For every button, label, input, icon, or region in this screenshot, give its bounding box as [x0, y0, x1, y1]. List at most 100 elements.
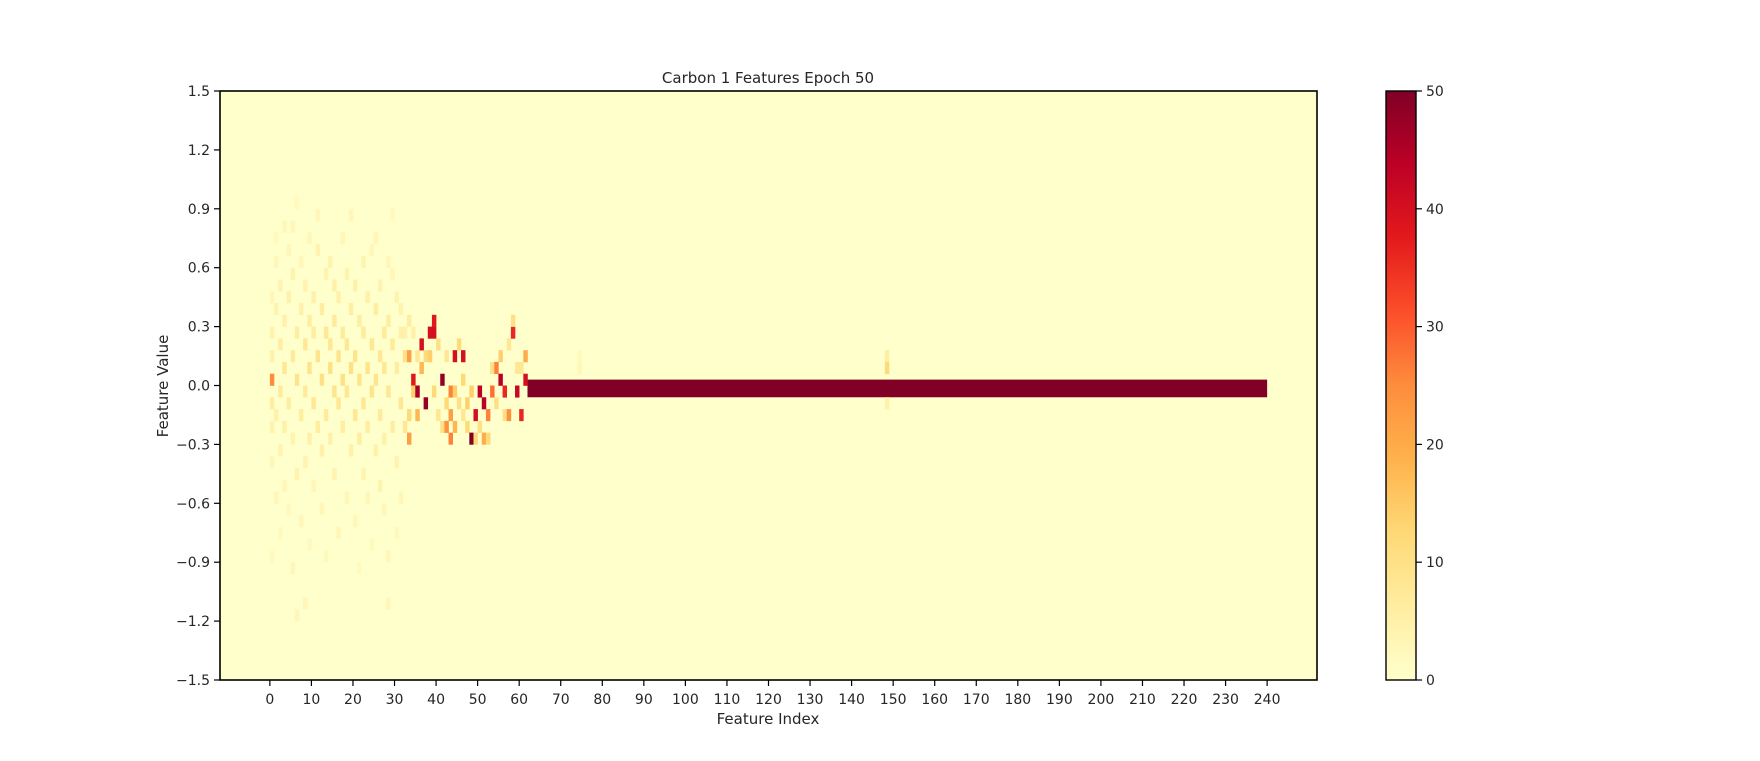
heatmap-cell	[406, 314, 412, 327]
heatmap-cell	[382, 361, 387, 375]
heatmap-cell	[884, 361, 890, 375]
heatmap-cell	[294, 609, 300, 622]
colorbar-tick-label: 40	[1426, 202, 1444, 218]
heatmap-cell	[344, 338, 350, 351]
heatmap-cell	[481, 432, 487, 445]
x-tick-label: 150	[880, 692, 907, 708]
heatmap-cell	[369, 338, 375, 351]
heatmap-cell	[357, 432, 362, 445]
heatmap-cell	[328, 432, 333, 445]
heatmap-cell	[423, 397, 429, 410]
y-tick-label: −0.3	[176, 437, 210, 453]
heatmap-cell	[348, 361, 354, 375]
heatmap-cell	[328, 255, 333, 268]
heatmap-cell	[477, 420, 483, 433]
x-tick-label: 90	[635, 692, 653, 708]
heatmap-cell	[515, 361, 520, 375]
heatmap-cell	[398, 491, 404, 504]
heatmap-cell	[377, 479, 383, 492]
colorbar-tick-label: 30	[1426, 320, 1444, 336]
heatmap-cell	[444, 397, 449, 410]
heatmap-cell	[884, 397, 890, 410]
heatmap-cell	[340, 373, 345, 386]
heatmap-cell	[436, 338, 441, 351]
heatmap-cell	[315, 208, 321, 221]
heatmap-cell	[315, 420, 321, 433]
heatmap-cell	[515, 385, 520, 398]
heatmap-cell	[286, 244, 291, 257]
heatmap-cell	[298, 409, 304, 422]
heatmap-cell	[294, 197, 300, 210]
heatmap-cell	[311, 291, 316, 304]
heatmap-cell	[323, 326, 329, 339]
heatmap-cell	[577, 350, 582, 363]
heatmap-cell	[406, 350, 412, 363]
heatmap-cell	[303, 456, 308, 469]
heatmap-cell	[319, 444, 325, 457]
heatmap-cell	[369, 385, 375, 398]
heatmap-cell	[352, 515, 358, 528]
heatmap-cell	[490, 361, 495, 375]
heatmap-cell	[469, 432, 474, 445]
heatmap-cell	[390, 420, 395, 433]
heatmap-cell	[332, 314, 337, 327]
heatmap-cell	[382, 432, 387, 445]
heatmap-cell	[269, 326, 275, 339]
y-tick-label: 0.3	[188, 320, 210, 336]
heatmap-cell	[336, 526, 341, 539]
heatmap-cell	[577, 361, 582, 375]
heatmap-cell	[382, 326, 387, 339]
y-tick-label: −1.2	[176, 614, 210, 630]
heatmap-cell	[278, 526, 283, 539]
colorbar-ticks: 0 10 20 30 40 50	[1416, 84, 1444, 689]
x-tick-label: 200	[1088, 692, 1115, 708]
heatmap-cell	[340, 420, 345, 433]
heatmap-cell	[523, 373, 528, 386]
heatmap-cell	[394, 361, 399, 375]
heatmap-cell	[323, 409, 329, 422]
heatmap-cell	[269, 397, 275, 410]
heatmap-cell	[386, 597, 391, 610]
heatmap-cell	[298, 303, 304, 316]
heatmap-cell	[307, 432, 312, 445]
heatmap-cell	[269, 373, 275, 386]
heatmap-cell	[365, 420, 370, 433]
heatmap-cell	[523, 350, 528, 363]
heatmap-cell	[361, 467, 366, 481]
y-tick-label: 1.2	[188, 143, 210, 159]
heatmap-cell	[290, 562, 296, 575]
heatmap-cell	[274, 491, 279, 504]
heatmap-cell	[286, 291, 291, 304]
heatmap-cell	[461, 373, 466, 386]
heatmap-cell	[465, 397, 470, 410]
heatmap-cell	[348, 208, 354, 221]
heatmap-cell	[469, 385, 474, 398]
heatmap-cell	[415, 350, 420, 363]
heatmap-cell	[294, 467, 300, 481]
heatmap-cell	[348, 444, 354, 457]
heatmap-cell	[365, 491, 370, 504]
heatmap-cell	[352, 409, 358, 422]
heatmap-cell	[278, 338, 283, 351]
heatmap-cell	[390, 208, 395, 221]
heatmap-cell	[411, 373, 416, 386]
heatmap-cell	[307, 232, 312, 245]
heatmap-cell	[431, 326, 437, 339]
heatmap-cell	[274, 303, 279, 316]
heatmap-cell	[298, 255, 304, 268]
x-tick-label: 140	[838, 692, 865, 708]
x-tick-label: 80	[593, 692, 611, 708]
y-tick-label: 0.9	[188, 202, 210, 218]
heatmap-cell	[402, 420, 408, 433]
heatmap-cell	[519, 409, 524, 422]
colorbar-tick-label: 10	[1426, 555, 1444, 571]
heatmap-cell	[473, 409, 478, 422]
heatmap-cell	[411, 385, 416, 398]
y-axis-label: Feature Value	[154, 335, 172, 438]
y-tick-label: 1.5	[188, 84, 210, 100]
heatmap-cell	[311, 479, 316, 492]
heatmap-cell	[465, 420, 470, 433]
colorbar-tick-label: 50	[1426, 84, 1444, 100]
x-tick-label: 160	[921, 692, 948, 708]
